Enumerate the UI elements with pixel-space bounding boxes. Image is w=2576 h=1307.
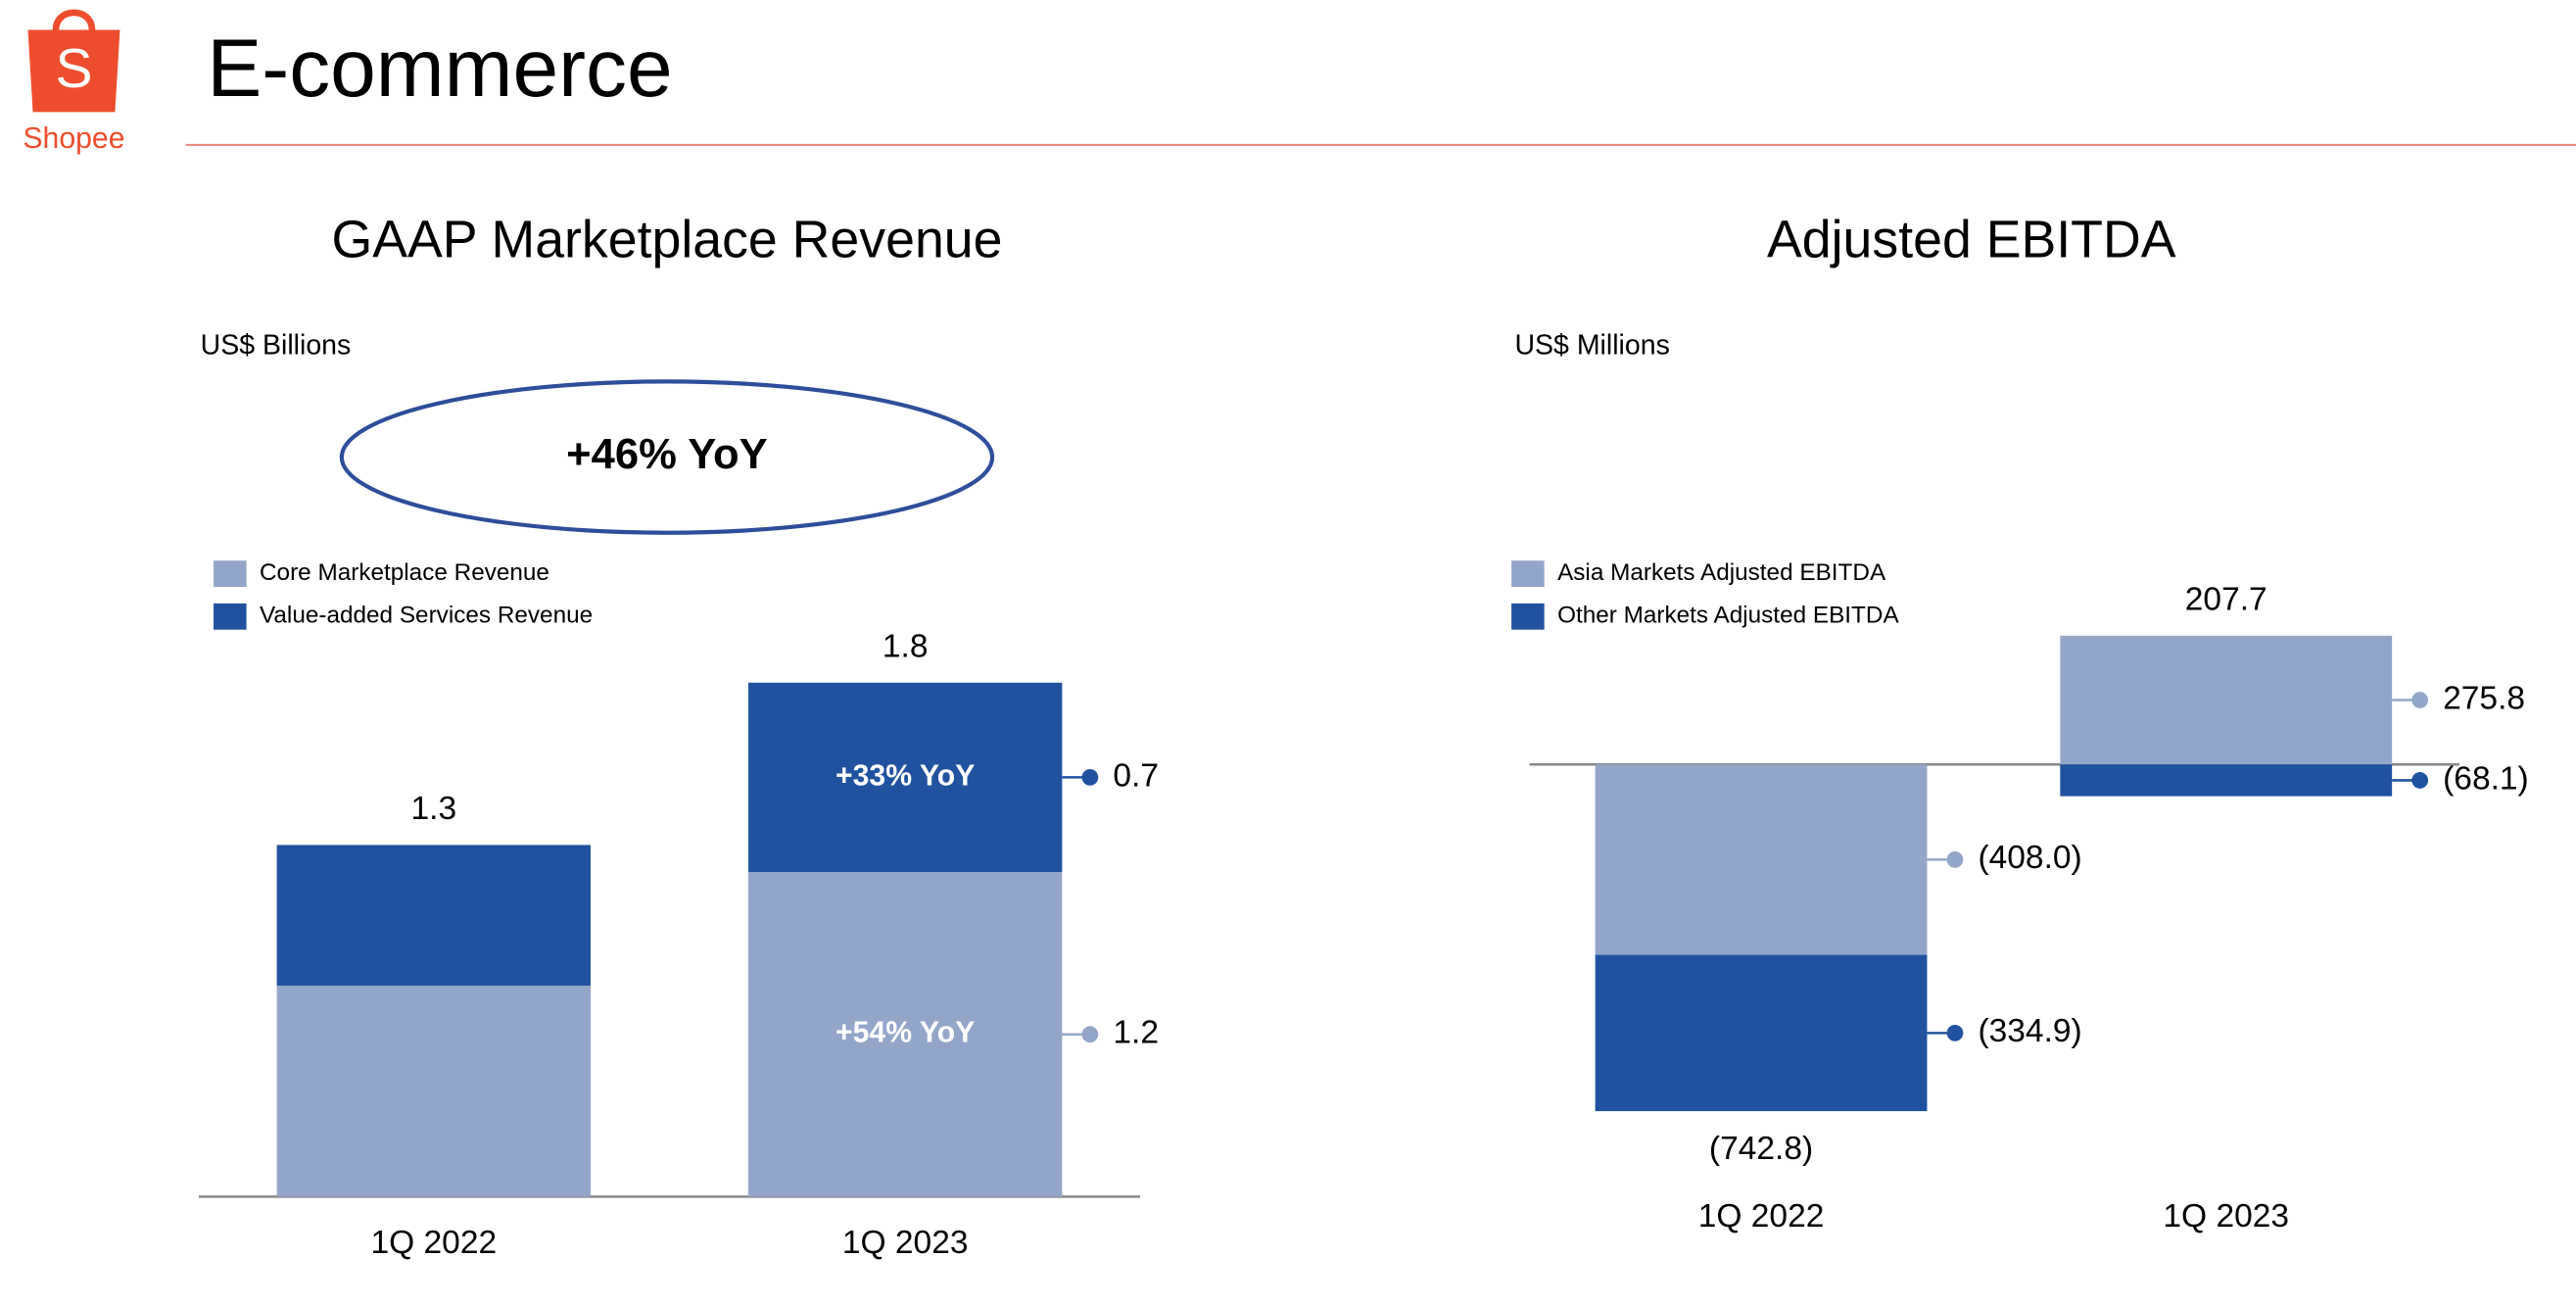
legend-swatch	[1511, 603, 1545, 630]
label-dot	[2411, 692, 2429, 708]
legend-swatch	[1511, 560, 1545, 588]
callout-text: +46% YoY	[566, 431, 768, 478]
segment-label: 275.8	[2443, 680, 2525, 716]
logo-handle	[52, 9, 96, 30]
total-label: 207.7	[2185, 581, 2267, 617]
total-label: 1.3	[410, 791, 456, 827]
logo-letter: S	[55, 37, 92, 100]
legend-swatch	[214, 603, 247, 630]
bar-segment	[748, 872, 1063, 1197]
segment-yoy: +54% YoY	[835, 1017, 975, 1049]
x-tick-label: 1Q 2022	[1698, 1198, 1825, 1234]
logo: S Shopee	[23, 9, 125, 155]
logo-bag	[27, 29, 120, 113]
label-dot	[1081, 769, 1099, 786]
segment-label: (334.9)	[1978, 1013, 2081, 1049]
unit-label: US$ Billions	[201, 330, 352, 362]
legend-swatch	[214, 560, 247, 588]
bar-segment	[2060, 764, 2393, 797]
segment-label: (68.1)	[2443, 760, 2529, 797]
legend-label: Value-added Services Revenue	[260, 603, 593, 629]
bar-segment	[276, 845, 591, 987]
segment-label: (408.0)	[1978, 840, 2081, 876]
x-tick-label: 1Q 2023	[842, 1225, 969, 1261]
chart-title: Adjusted EBITDA	[1767, 211, 2176, 269]
legend-label: Asia Markets Adjusted EBITDA	[1557, 559, 1886, 586]
label-dot	[1081, 1026, 1099, 1043]
total-label: (742.8)	[1709, 1131, 1813, 1167]
x-tick-label: 1Q 2023	[2163, 1198, 2289, 1234]
label-dot	[1946, 1024, 1964, 1041]
x-tick-label: 1Q 2022	[370, 1225, 497, 1261]
segment-label: 1.2	[1113, 1015, 1159, 1051]
bar-segment	[1595, 764, 1928, 955]
logo-text: Shopee	[23, 122, 124, 155]
bar-segment	[1595, 954, 1928, 1112]
label-dot	[1946, 851, 1964, 868]
bar-segment	[748, 682, 1063, 873]
segment-label: 0.7	[1113, 757, 1159, 794]
total-label: 1.8	[883, 628, 929, 664]
bar-segment	[276, 986, 591, 1197]
page-title: E-commerce	[207, 22, 672, 114]
chart-title: GAAP Marketplace Revenue	[331, 211, 1002, 269]
segment-yoy: +33% YoY	[835, 759, 975, 792]
callout-ellipse	[339, 379, 995, 535]
label-dot	[2411, 772, 2429, 789]
legend-label: Core Marketplace Revenue	[260, 559, 549, 586]
unit-label: US$ Millions	[1514, 330, 1669, 362]
bar-segment	[2060, 635, 2393, 765]
legend-label: Other Markets Adjusted EBITDA	[1557, 603, 1899, 629]
